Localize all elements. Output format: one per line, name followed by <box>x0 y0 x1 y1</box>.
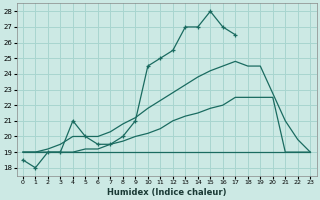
X-axis label: Humidex (Indice chaleur): Humidex (Indice chaleur) <box>107 188 226 197</box>
